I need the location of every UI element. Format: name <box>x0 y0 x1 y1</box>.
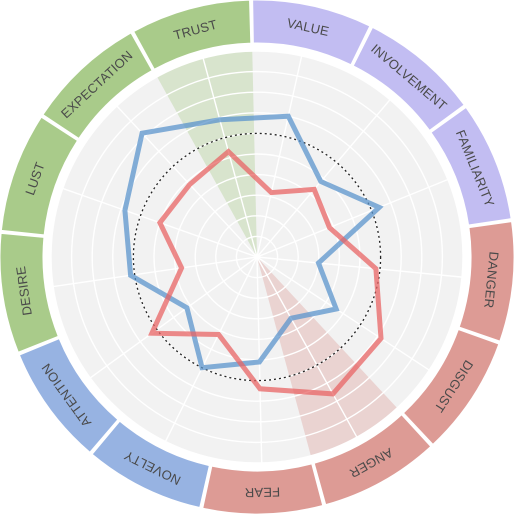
grid-circle <box>194 194 320 320</box>
label-desire: DESIRE <box>13 265 35 316</box>
highlight-wedge-trust <box>157 51 257 257</box>
segment-novelty <box>91 420 210 509</box>
segment-expectation <box>42 32 153 140</box>
segment-desire <box>0 232 59 353</box>
spoke-anger <box>256 256 358 438</box>
grid-circle <box>112 112 402 402</box>
segment-disgust <box>402 328 500 446</box>
reference-circle <box>132 132 382 382</box>
segment-value <box>252 0 371 66</box>
segment-fear <box>202 463 324 514</box>
spoke-familiarity <box>256 178 449 258</box>
grid-circle <box>70 70 444 444</box>
spoke-desire <box>53 256 258 288</box>
spoke-novelty <box>164 256 258 442</box>
grid-circle <box>215 215 299 299</box>
spoke-disgust <box>256 256 430 371</box>
spoke-involvement <box>256 99 391 258</box>
highlight-wedge-anger <box>257 257 398 456</box>
series-1-line <box>122 113 384 371</box>
segment-attention <box>18 338 119 453</box>
grid-circle <box>50 50 464 464</box>
label-fear: FEAR <box>244 484 280 500</box>
spoke-trust <box>202 57 258 258</box>
segment-anger <box>313 414 432 506</box>
segment-lust <box>0 116 79 236</box>
spoke-attention <box>89 256 258 379</box>
grid-circle <box>91 91 423 423</box>
segment-trust <box>133 0 252 70</box>
spoke-value <box>256 55 303 258</box>
series-2-line <box>148 148 384 397</box>
segment-involvement <box>352 26 465 132</box>
label-danger: DANGER <box>481 251 501 309</box>
spoke-danger <box>256 256 463 278</box>
segment-familiarity <box>430 106 512 226</box>
